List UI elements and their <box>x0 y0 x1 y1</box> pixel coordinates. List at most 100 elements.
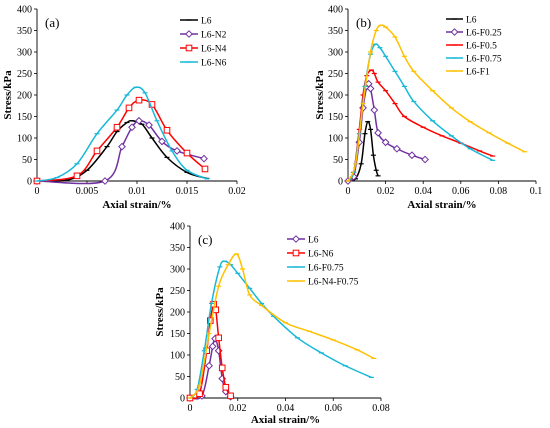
y-tick-label: 100 <box>328 134 343 145</box>
data-point <box>222 383 230 391</box>
x-tick-label: 0.06 <box>452 186 470 197</box>
x-tick-label: 0 <box>346 186 351 197</box>
legend-entry: L6-N2 <box>201 31 227 41</box>
y-tick-label: 150 <box>328 112 343 123</box>
y-tick-label: 350 <box>170 243 185 254</box>
data-point <box>374 128 382 137</box>
data-point <box>366 84 375 93</box>
legend-entry: L6-F0.25 <box>466 29 502 39</box>
y-tick-label: 200 <box>170 308 185 319</box>
y-tick-label: 0 <box>180 394 185 405</box>
series-line-3 <box>36 99 206 182</box>
y-tick-label: 350 <box>328 26 343 37</box>
y-tick-label: 50 <box>175 372 185 383</box>
legend-entry: L6 <box>308 236 319 246</box>
x-tick-label: 0.02 <box>377 186 395 197</box>
x-tick-label: 0.02 <box>229 403 247 414</box>
y-tick-label: 0 <box>338 177 343 188</box>
y-tick-label: 250 <box>170 286 185 297</box>
panel-c-chart: 0 50 100 150 200 250 300 350 400 0 0.02 0.04 0.06 0.0… <box>154 222 390 427</box>
y-tick-label: 200 <box>17 91 32 102</box>
x-tick-label: 0.06 <box>325 403 343 414</box>
data-point <box>118 142 126 151</box>
data-point <box>227 392 234 400</box>
x-tick-label: 0.04 <box>277 403 295 414</box>
y-axis-label: Stress/kPa <box>314 70 326 120</box>
y-tick-label: 100 <box>170 351 185 362</box>
legend-entry: L6 <box>201 17 212 27</box>
legend: L6 L6-N2 L6-N4 L6-N6 <box>180 17 227 69</box>
legend-marker <box>292 235 300 243</box>
data-point <box>128 123 136 132</box>
legend-entry: L6-N4 <box>201 45 227 55</box>
y-tick-label: 400 <box>17 5 32 16</box>
y-axis-label: Stress/kPa <box>2 70 14 120</box>
data-point <box>392 144 401 153</box>
y-tick-label: 250 <box>17 69 32 80</box>
panel-a-chart: 0 50 100 150 200 250 300 350 400 0 0.005 0.01 0.015 0… <box>2 5 246 212</box>
panel-label: (b) <box>356 15 371 30</box>
x-tick-label: 0.02 <box>228 186 246 197</box>
data-point <box>208 342 217 351</box>
data-point <box>408 151 416 160</box>
series-line-4 <box>347 43 494 182</box>
legend-marker <box>450 28 459 36</box>
series-line-4 <box>189 253 375 399</box>
legend-entry: L6-N6 <box>308 250 334 260</box>
y-tick-label: 150 <box>170 329 185 340</box>
legend-entry: L6 <box>466 16 477 26</box>
series-line-5 <box>347 24 526 182</box>
y-tick-label: 50 <box>22 155 32 166</box>
series-line-4 <box>36 86 208 182</box>
data-point <box>135 116 143 125</box>
legend-entry: L6-N4-F0.75 <box>308 278 359 288</box>
data-point <box>183 149 191 157</box>
data-point <box>163 126 171 134</box>
legend-entry: L6-N6 <box>201 59 227 69</box>
data-point <box>173 146 181 155</box>
x-axis-label: Axial strain/% <box>407 199 476 211</box>
panel-label: (a) <box>45 15 59 30</box>
data-point <box>135 96 143 104</box>
y-tick-label: 250 <box>328 69 343 80</box>
y-tick-label: 50 <box>333 155 343 166</box>
y-tick-label: 400 <box>170 222 185 233</box>
y-tick-label: 200 <box>328 91 343 102</box>
data-point <box>200 154 208 163</box>
panel-b-chart: 0 50 100 150 200 250 300 350 400 0 0.02 0.04 0.06 0.0… <box>314 5 542 212</box>
legend-marker <box>292 249 300 257</box>
data-point <box>218 364 226 372</box>
y-tick-label: 0 <box>27 177 32 188</box>
data-point <box>370 106 379 114</box>
data-point <box>101 177 109 185</box>
y-tick-label: 150 <box>17 112 32 123</box>
y-tick-label: 100 <box>17 134 32 145</box>
x-tick-label: 0.015 <box>176 186 199 197</box>
legend-entry: L6-F0.75 <box>466 55 502 65</box>
legend-entry: L6-F1 <box>466 68 490 78</box>
y-tick-label: 300 <box>170 265 185 276</box>
series-line-1 <box>36 119 208 182</box>
legend-entry: L6-F0.75 <box>308 264 344 274</box>
data-point <box>145 121 153 130</box>
x-tick-label: 0.01 <box>128 186 146 197</box>
x-tick-label: 0.08 <box>490 186 508 197</box>
data-point <box>125 104 133 112</box>
x-tick-label: 0.1 <box>530 186 543 197</box>
data-point <box>201 165 209 173</box>
data-point <box>93 147 101 155</box>
legend: L6 L6-F0.25 L6-F0.5 L6-F0.75 L6-F1 <box>446 16 502 78</box>
x-tick-label: 0 <box>188 403 193 414</box>
legend-marker <box>185 44 193 52</box>
legend-entry: L6-F0.5 <box>466 42 497 52</box>
data-point <box>158 137 166 146</box>
legend-marker <box>185 30 193 38</box>
y-tick-label: 300 <box>328 48 343 59</box>
data-point <box>196 390 203 397</box>
legend: L6 L6-N6 L6-F0.75 L6-N4-F0.75 <box>287 235 359 288</box>
y-tick-label: 300 <box>17 48 32 59</box>
panel-label: (c) <box>198 232 212 247</box>
y-axis-label: Stress/kPa <box>154 287 166 337</box>
y-tick-label: 350 <box>17 26 32 37</box>
